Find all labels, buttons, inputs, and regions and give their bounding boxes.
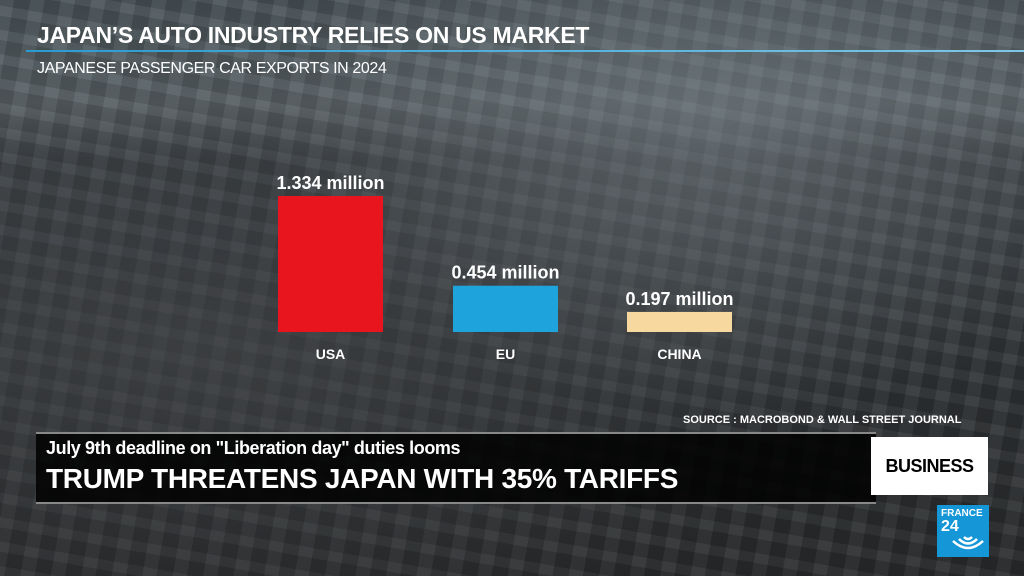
logo-waves-icon bbox=[952, 536, 984, 550]
category-label: CHINA bbox=[657, 346, 701, 362]
bar-usa bbox=[278, 196, 383, 332]
chart-subtitle: JAPANESE PASSENGER CAR EXPORTS IN 2024 bbox=[37, 60, 387, 77]
source-credit: SOURCE : MACROBOND & WALL STREET JOURNAL bbox=[683, 414, 962, 426]
bar-china bbox=[627, 311, 732, 332]
france24-logo: FRANCE 24 bbox=[937, 505, 989, 557]
bar-eu bbox=[453, 285, 558, 332]
section-label: BUSINESS bbox=[885, 455, 974, 476]
lower-third-banner bbox=[36, 432, 876, 504]
logo-line2: 24 bbox=[941, 518, 959, 535]
logo-line1: FRANCE bbox=[941, 508, 983, 519]
value-label: 0.197 million bbox=[625, 289, 733, 309]
value-label: 0.454 million bbox=[451, 263, 559, 283]
lower-third-headline: TRUMP THREATENS JAPAN WITH 35% TARIFFS bbox=[46, 463, 679, 494]
title-divider bbox=[26, 50, 1024, 52]
value-label: 1.334 million bbox=[276, 173, 384, 193]
category-label: USA bbox=[316, 346, 346, 362]
section-badge: BUSINESS bbox=[871, 437, 988, 495]
chart-title: JAPAN’S AUTO INDUSTRY RELIES ON US MARKE… bbox=[37, 22, 590, 48]
lower-third-kicker: July 9th deadline on "Liberation day" du… bbox=[46, 438, 461, 458]
category-label: EU bbox=[496, 346, 515, 362]
